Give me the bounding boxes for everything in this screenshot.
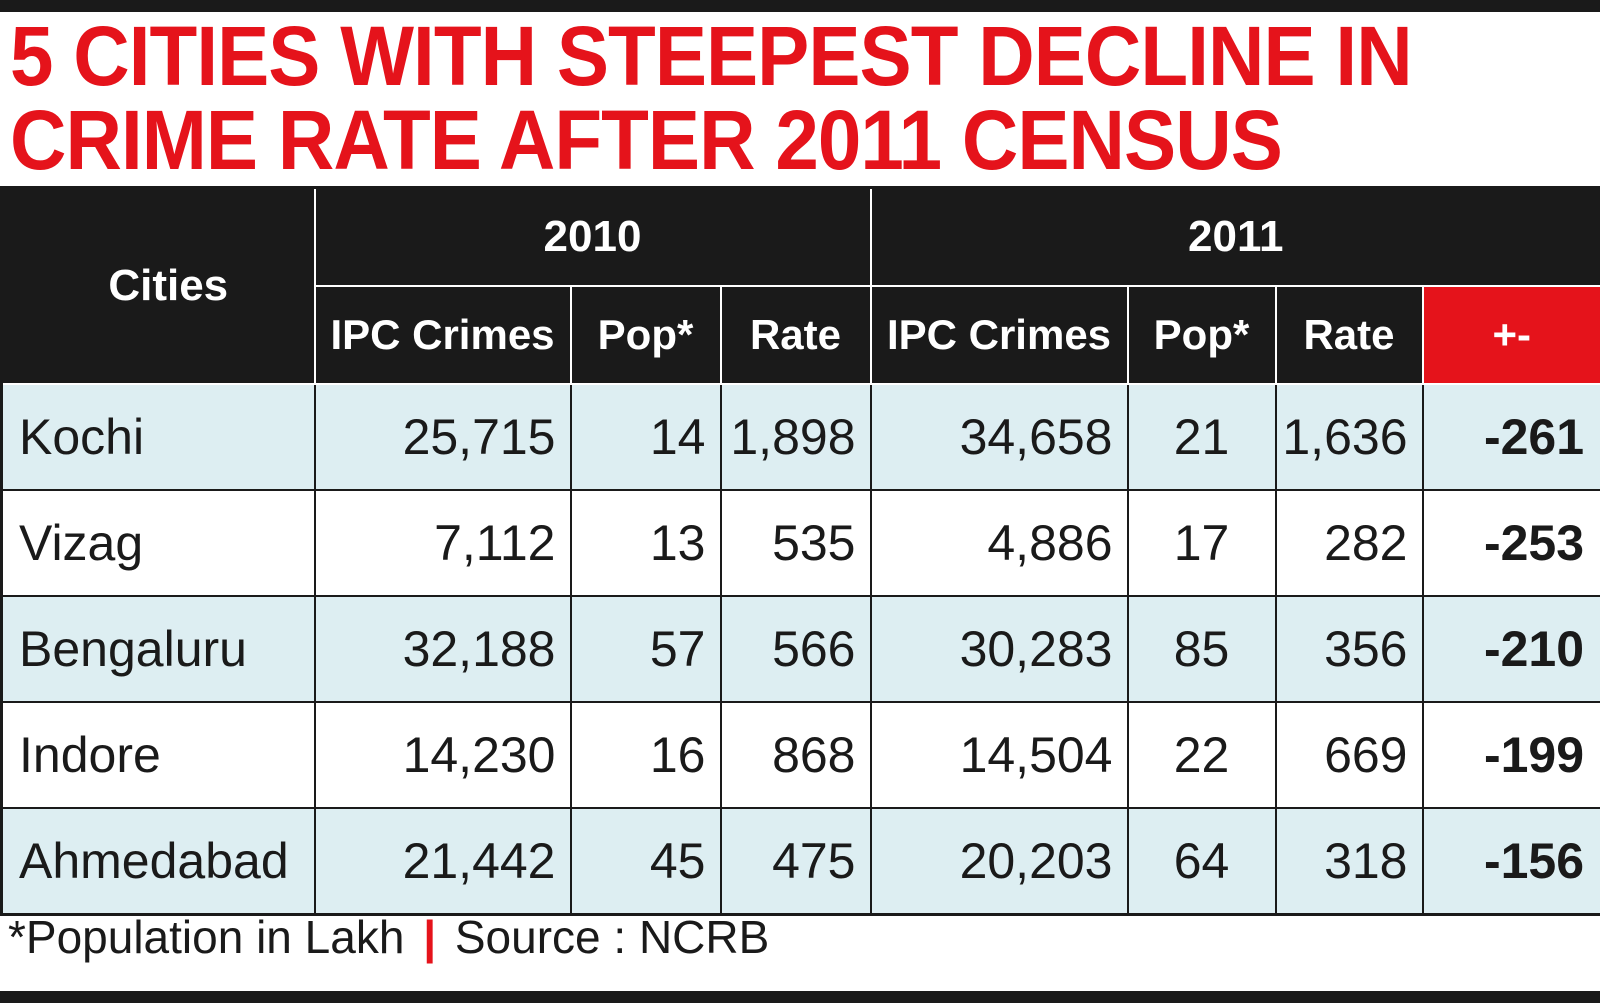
rate-change: -261 xyxy=(1421,383,1600,491)
pop-2010: 13 xyxy=(569,488,722,597)
rate-2010: 566 xyxy=(719,594,872,703)
source-credit: Source : NCRB xyxy=(454,911,770,963)
year-2010-header: 2010 xyxy=(313,186,872,287)
ipc-crimes-2010: 25,715 xyxy=(313,383,572,491)
rate-2011: 669 xyxy=(1274,700,1424,809)
ipc-crimes-2011: 34,658 xyxy=(869,383,1129,491)
city-name: Indore xyxy=(0,700,316,809)
year-2011-header: 2011 xyxy=(869,186,1600,287)
headline: 5 CITIES WITH STEEPEST DECLINE IN CRIME … xyxy=(10,14,1484,182)
pop-2010-header: Pop* xyxy=(569,285,722,385)
cities-column-header: Cities xyxy=(0,186,316,385)
rate-2011: 318 xyxy=(1274,806,1424,916)
rate-2011: 1,636 xyxy=(1274,383,1424,491)
rate-2010: 475 xyxy=(719,806,872,916)
ipc-crimes-2011: 14,504 xyxy=(869,700,1129,809)
city-name: Bengaluru xyxy=(0,594,316,703)
rate-2011-header: Rate xyxy=(1274,285,1424,385)
table-row: Bengaluru 32,188 57 566 30,283 85 356 -2… xyxy=(0,594,1600,703)
year-header-row: Cities 2010 2011 xyxy=(0,186,1600,385)
rate-change: -199 xyxy=(1421,700,1600,809)
rate-2010: 1,898 xyxy=(719,383,872,491)
rate-change: -253 xyxy=(1421,488,1600,597)
headline-line-2: CRIME RATE AFTER 2011 CENSUS xyxy=(10,93,1283,187)
pop-2010: 57 xyxy=(569,594,722,703)
ipc-crimes-2010: 32,188 xyxy=(313,594,572,703)
pop-2010: 45 xyxy=(569,806,722,916)
ipc-crimes-2010-header: IPC Crimes xyxy=(313,285,572,385)
table-row: Ahmedabad 21,442 45 475 20,203 64 318 -1… xyxy=(0,806,1600,916)
rate-2010-header: Rate xyxy=(719,285,872,385)
rate-2011: 356 xyxy=(1274,594,1424,703)
rate-2010: 868 xyxy=(719,700,872,809)
ipc-crimes-2010: 14,230 xyxy=(313,700,572,809)
ipc-crimes-2011: 4,886 xyxy=(869,488,1129,597)
footnote-separator: | xyxy=(423,911,437,963)
footnote: *Population in Lakh | Source : NCRB xyxy=(8,910,769,964)
pop-2011-header: Pop* xyxy=(1126,285,1277,385)
bottom-rule xyxy=(0,991,1600,1003)
population-note: *Population in Lakh xyxy=(8,911,405,963)
pop-2010: 14 xyxy=(569,383,722,491)
ipc-crimes-2010: 7,112 xyxy=(313,488,572,597)
table-row: Vizag 7,112 13 535 4,886 17 282 -253 xyxy=(0,488,1600,597)
pop-2011: 85 xyxy=(1126,594,1277,703)
top-rule xyxy=(0,0,1600,12)
column-header-row: IPC Crimes Pop* Rate IPC Crimes Pop* Rat… xyxy=(2,285,1600,385)
crime-rate-table: Cities 2010 2011 IPC Crimes Pop* Rate IP… xyxy=(0,186,1600,916)
ipc-crimes-2010: 21,442 xyxy=(313,806,572,916)
rate-2010: 535 xyxy=(719,488,872,597)
city-name: Kochi xyxy=(0,383,316,491)
pop-2011: 17 xyxy=(1126,488,1277,597)
pop-2010: 16 xyxy=(569,700,722,809)
rate-change: -210 xyxy=(1421,594,1600,703)
ipc-crimes-2011: 20,203 xyxy=(869,806,1129,916)
pop-2011: 22 xyxy=(1126,700,1277,809)
rate-2011: 282 xyxy=(1274,488,1424,597)
pop-2011: 64 xyxy=(1126,806,1277,916)
change-header: +- xyxy=(1421,285,1600,385)
pop-2011: 21 xyxy=(1126,383,1277,491)
headline-line-1: 5 CITIES WITH STEEPEST DECLINE IN xyxy=(10,9,1413,103)
city-name: Vizag xyxy=(0,488,316,597)
table-row: Indore 14,230 16 868 14,504 22 669 -199 xyxy=(0,700,1600,809)
city-name: Ahmedabad xyxy=(0,806,316,916)
table-header: Cities 2010 2011 IPC Crimes Pop* Rate IP… xyxy=(0,186,1600,385)
rate-change: -156 xyxy=(1421,806,1600,916)
ipc-crimes-2011-header: IPC Crimes xyxy=(869,285,1129,385)
table-body: Kochi 25,715 14 1,898 34,658 21 1,636 -2… xyxy=(0,383,1600,916)
table-row: Kochi 25,715 14 1,898 34,658 21 1,636 -2… xyxy=(0,383,1600,491)
ipc-crimes-2011: 30,283 xyxy=(869,594,1129,703)
